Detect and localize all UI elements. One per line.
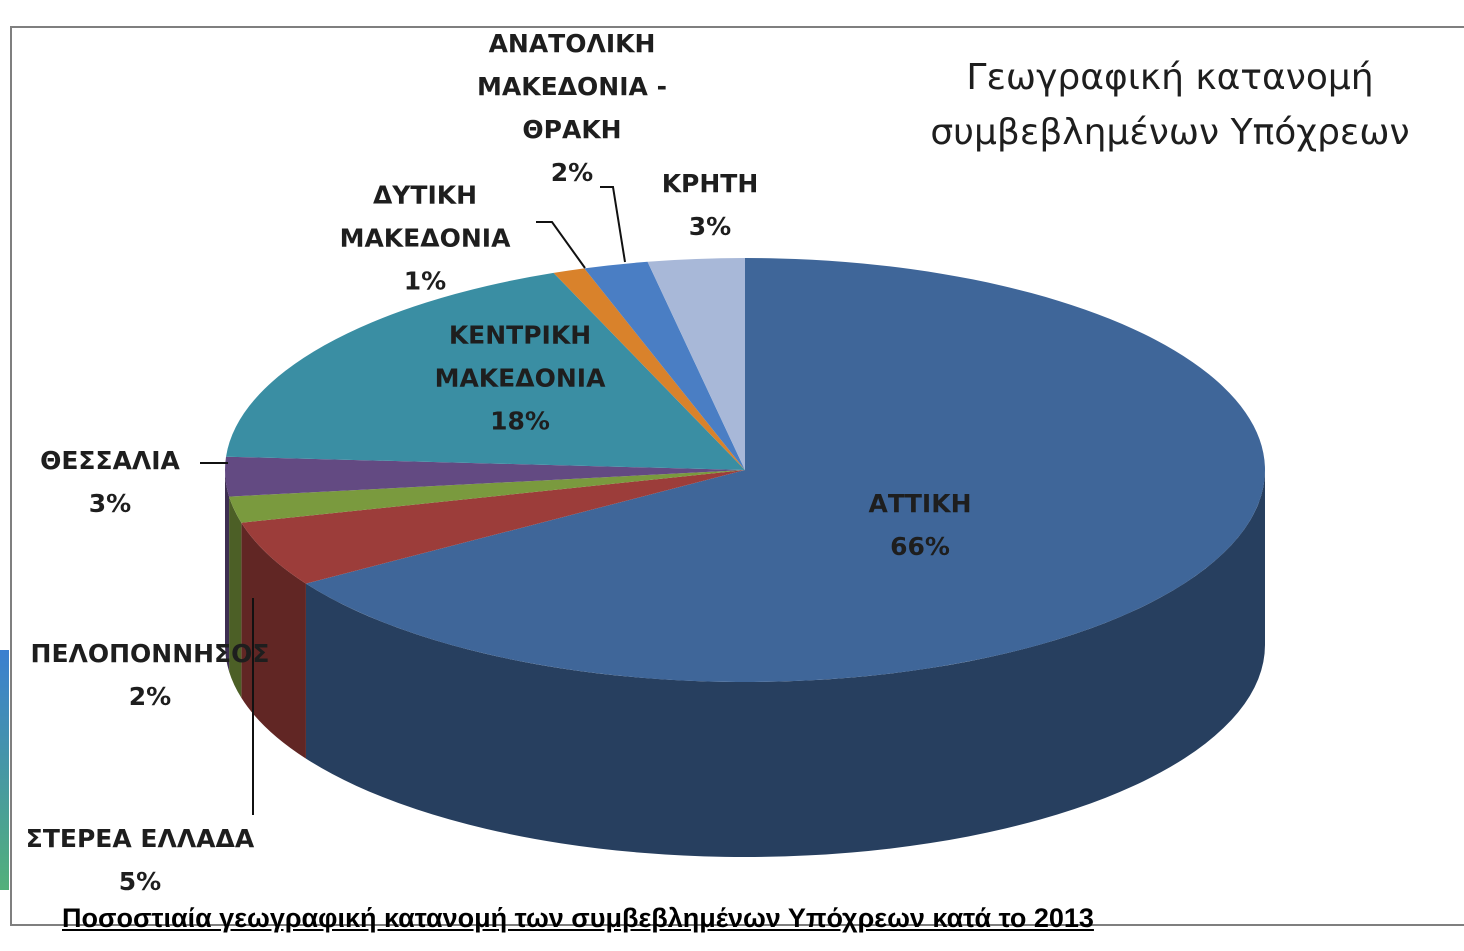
- slice-side: [305, 470, 1266, 858]
- slice-label: ΚΡΗΤΗ 3%: [640, 162, 780, 248]
- slice-label: ΘΕΣΣΑΛΙΑ 3%: [10, 439, 210, 525]
- slice-side: [225, 470, 230, 672]
- value-label: 66%: [890, 532, 950, 561]
- slice-label: ΣΤΕΡΕΑ ΕΛΛΑΔΑ 5%: [0, 817, 300, 903]
- slice: [647, 258, 745, 470]
- slice-label: ΚΕΝΤΡΙΚΗ ΜΑΚΕΔΟΝΙΑ 18%: [405, 314, 635, 443]
- leader-line: [600, 186, 626, 263]
- category-label: ΑΝΑΤΟΛΙΚΗ ΜΑΚΕΔΟΝΙΑ - ΘΡΑΚΗ: [477, 29, 667, 144]
- category-label: ΣΤΕΡΕΑ ΕΛΛΑΔΑ: [25, 824, 255, 853]
- slice-label: ΠΕΛΟΠΟΝΝΗΣΟΣ 2%: [0, 632, 300, 718]
- leader-lines: [200, 186, 626, 815]
- category-label: ΑΤΤΙΚΗ: [868, 489, 972, 518]
- category-label: ΚΕΝΤΡΙΚΗ ΜΑΚΕΔΟΝΙΑ: [434, 320, 606, 393]
- slice: [229, 470, 746, 523]
- slice-label: ΑΤΤΙΚΗ 66%: [820, 482, 1020, 568]
- leader-line: [536, 221, 586, 269]
- value-label: 18%: [490, 406, 550, 436]
- value-label: 2%: [128, 682, 172, 711]
- value-label: 3%: [688, 212, 732, 241]
- category-label: ΚΡΗΤΗ: [661, 169, 759, 198]
- value-label: 2%: [550, 158, 594, 187]
- category-label: ΠΕΛΟΠΟΝΝΗΣΟΣ: [30, 639, 270, 668]
- slice: [305, 258, 1266, 682]
- slice-side: [229, 496, 242, 698]
- category-label: ΘΕΣΣΑΛΙΑ: [40, 446, 180, 475]
- value-label: 5%: [118, 867, 162, 896]
- slice-side: [241, 522, 306, 759]
- slice: [226, 272, 745, 470]
- slice: [584, 261, 745, 470]
- chart-frame: [10, 26, 1464, 926]
- pie-tops: [224, 258, 1266, 682]
- value-label: 1%: [403, 266, 447, 296]
- category-label: ΔΥΤΙΚΗ ΜΑΚΕΔΟΝΙΑ: [339, 180, 511, 253]
- caption: Ποσοστιαία γεωγραφική κατανομή των συμβε…: [62, 903, 1094, 933]
- slice: [553, 268, 745, 470]
- slice-label: ΔΥΤΙΚΗ ΜΑΚΕΔΟΝΙΑ 1%: [315, 174, 535, 303]
- slice: [241, 470, 745, 584]
- chart-title: Γεωγραφική κατανομή συμβεβλημένων Υπόχρε…: [930, 57, 1410, 153]
- slice-label: ΑΝΑΤΟΛΙΚΗ ΜΑΚΕΔΟΝΙΑ - ΘΡΑΚΗ 2%: [452, 22, 692, 194]
- slice: [224, 456, 745, 497]
- pie-sides: [225, 470, 1266, 858]
- value-label: 3%: [88, 489, 132, 518]
- side-strip: [0, 650, 9, 890]
